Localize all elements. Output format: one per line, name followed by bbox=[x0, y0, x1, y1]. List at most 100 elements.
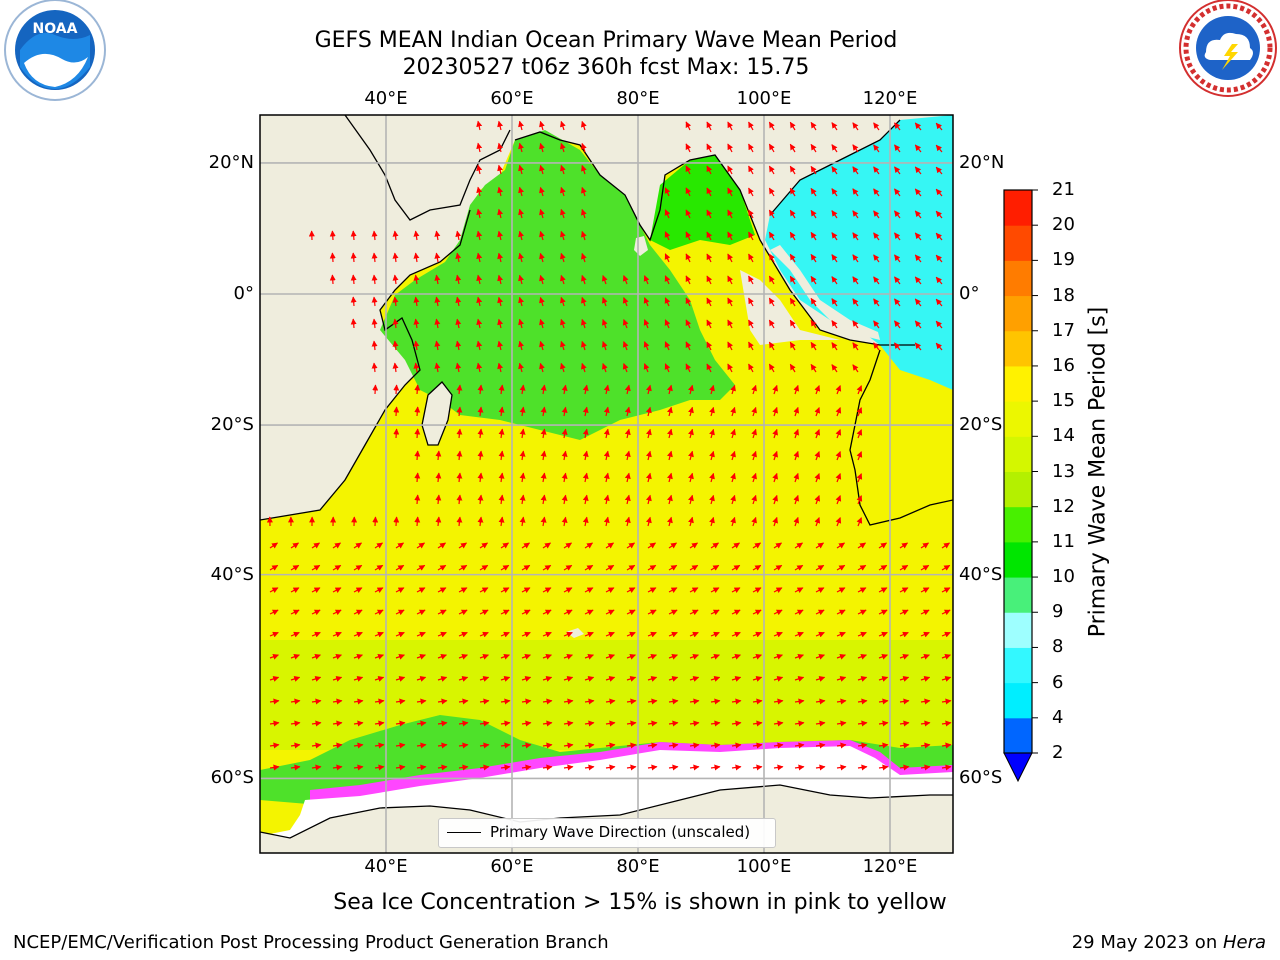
wave-direction-arrow bbox=[332, 653, 342, 660]
wave-direction-arrow bbox=[706, 121, 713, 131]
wave-direction-arrow bbox=[878, 676, 889, 682]
wave-direction-arrow bbox=[542, 653, 552, 660]
wave-direction-arrow bbox=[563, 742, 574, 749]
wave-direction-arrow bbox=[456, 428, 463, 439]
wave-direction-arrow bbox=[561, 406, 568, 417]
wave-direction-arrow bbox=[542, 698, 553, 705]
wave-direction-arrow bbox=[894, 342, 901, 351]
wave-direction-arrow bbox=[768, 275, 775, 285]
wave-direction-arrow bbox=[836, 720, 847, 727]
wave-direction-arrow bbox=[935, 188, 943, 197]
wave-direction-arrow bbox=[521, 609, 531, 616]
wave-direction-arrow bbox=[350, 274, 357, 285]
wave-direction-arrow bbox=[416, 742, 427, 749]
wave-direction-arrow bbox=[815, 698, 826, 705]
wave-direction-arrow bbox=[794, 631, 804, 638]
wave-direction-arrow bbox=[873, 320, 880, 329]
wave-direction-arrow bbox=[920, 542, 929, 549]
wave-direction-arrow bbox=[668, 542, 677, 549]
wave-direction-arrow bbox=[605, 653, 615, 660]
wave-direction-arrow bbox=[500, 676, 511, 682]
wave-direction-arrow bbox=[329, 274, 336, 285]
wave-direction-arrow bbox=[584, 742, 595, 749]
wave-direction-arrow bbox=[643, 363, 650, 373]
wave-direction-arrow bbox=[479, 742, 490, 749]
wave-direction-arrow bbox=[392, 252, 399, 263]
wave-direction-arrow bbox=[500, 631, 510, 638]
wave-direction-arrow bbox=[561, 428, 568, 439]
wave-direction-arrow bbox=[664, 231, 671, 241]
wave-direction-arrow bbox=[815, 720, 826, 727]
wave-direction-arrow bbox=[730, 472, 736, 483]
wave-direction-arrow bbox=[810, 363, 817, 373]
wave-direction-arrow bbox=[667, 406, 673, 417]
wave-direction-arrow bbox=[456, 516, 463, 527]
wave-direction-arrow bbox=[873, 298, 880, 307]
wave-direction-arrow bbox=[836, 564, 846, 571]
wave-direction-arrow bbox=[332, 676, 343, 682]
wave-direction-arrow bbox=[416, 698, 427, 705]
wave-direction-arrow bbox=[476, 208, 483, 219]
wave-direction-arrow bbox=[668, 676, 679, 682]
wave-direction-arrow bbox=[582, 428, 589, 439]
wave-direction-arrow bbox=[601, 275, 608, 285]
wave-direction-arrow bbox=[789, 121, 796, 131]
wave-direction-arrow bbox=[519, 494, 526, 505]
wave-direction-arrow bbox=[894, 166, 901, 175]
wave-direction-arrow bbox=[852, 122, 859, 131]
wave-direction-arrow bbox=[768, 297, 775, 307]
wave-direction-arrow bbox=[810, 297, 817, 307]
wave-direction-arrow bbox=[831, 166, 838, 175]
wave-direction-arrow bbox=[476, 362, 483, 373]
wave-direction-arrow bbox=[353, 698, 364, 705]
wave-direction-arrow bbox=[835, 495, 842, 505]
wave-direction-arrow bbox=[831, 320, 838, 329]
colorbar-segment bbox=[1004, 190, 1032, 226]
wave-direction-arrow bbox=[311, 631, 321, 638]
wave-direction-arrow bbox=[899, 609, 909, 616]
lat-tick-right: 40°S bbox=[959, 563, 1003, 585]
wave-direction-arrow bbox=[601, 363, 608, 373]
wave-direction-arrow bbox=[731, 742, 742, 749]
wave-direction-arrow bbox=[668, 698, 679, 705]
wave-direction-arrow bbox=[521, 631, 531, 638]
wave-direction-arrow bbox=[941, 631, 951, 638]
wave-direction-arrow bbox=[727, 275, 733, 285]
wave-direction-arrow bbox=[582, 516, 589, 527]
wave-direction-arrow bbox=[416, 587, 426, 593]
wave-direction-arrow bbox=[685, 319, 692, 329]
wave-direction-arrow bbox=[350, 318, 357, 329]
wave-direction-arrow bbox=[768, 363, 775, 373]
wave-direction-arrows bbox=[266, 120, 952, 771]
nws-logo bbox=[1179, 0, 1277, 97]
wave-direction-arrow bbox=[458, 587, 468, 593]
wave-direction-arrow bbox=[456, 472, 463, 483]
wave-direction-arrow bbox=[815, 676, 826, 682]
lat-tick-right: 0° bbox=[959, 283, 980, 304]
colorbar-tick-label: 14 bbox=[1052, 425, 1075, 447]
wave-direction-arrow bbox=[521, 587, 531, 593]
wave-direction-arrow bbox=[748, 187, 754, 197]
wave-direction-arrow bbox=[789, 275, 796, 285]
wave-direction-arrow bbox=[647, 631, 657, 638]
wave-direction-arrow bbox=[894, 320, 901, 329]
wave-direction-arrow bbox=[581, 296, 587, 307]
wave-direction-arrow bbox=[497, 230, 504, 241]
wave-direction-arrow bbox=[899, 564, 909, 571]
coastlines bbox=[260, 115, 953, 839]
wave-direction-arrow bbox=[752, 764, 763, 771]
wave-direction-arrow bbox=[414, 516, 421, 527]
wave-direction-arrow bbox=[581, 142, 587, 153]
wave-direction-arrow bbox=[773, 631, 783, 638]
wave-direction-arrow bbox=[542, 542, 551, 549]
wave-direction-arrow bbox=[518, 318, 524, 329]
wave-direction-arrow bbox=[416, 564, 426, 571]
wave-direction-arrow bbox=[935, 122, 943, 131]
wave-direction-arrow bbox=[521, 698, 532, 705]
wave-direction-arrow bbox=[563, 542, 572, 549]
wave-direction-arrow bbox=[416, 542, 425, 549]
footer-credit: NCEP/EMC/Verification Post Processing Pr… bbox=[13, 932, 609, 953]
wave-direction-arrow bbox=[434, 274, 441, 285]
wave-direction-arrow bbox=[730, 428, 736, 439]
wave-direction-arrow bbox=[311, 676, 322, 682]
